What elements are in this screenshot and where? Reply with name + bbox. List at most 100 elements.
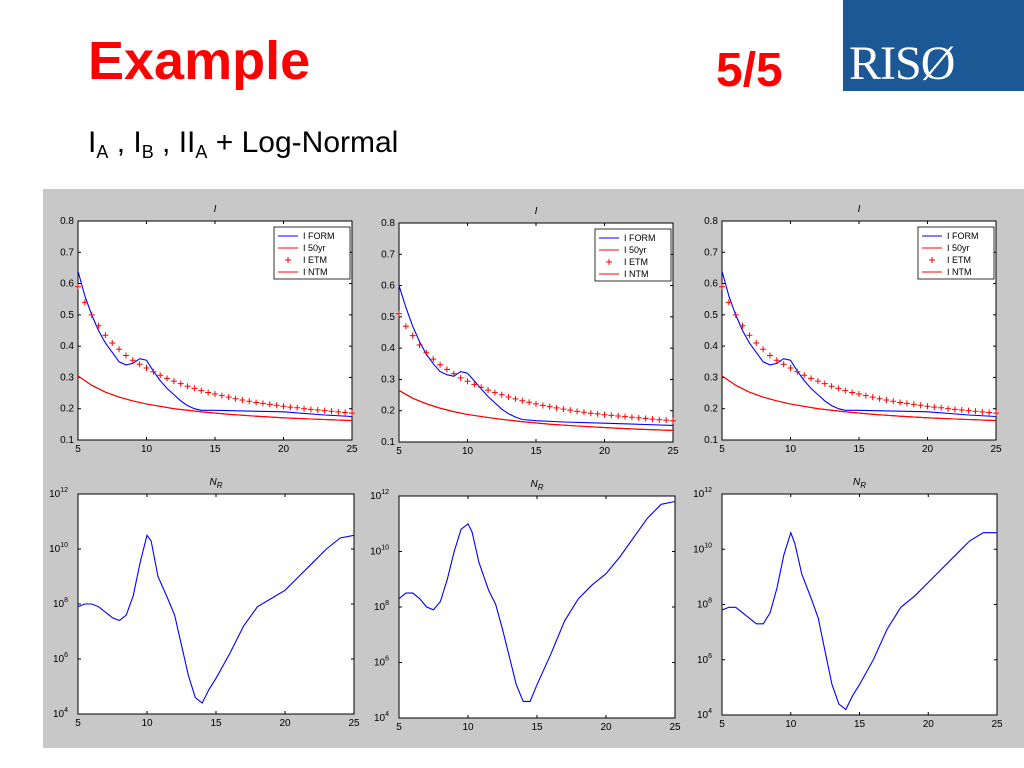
etm-marker [945, 405, 952, 412]
legend-marker [929, 257, 935, 263]
chart-title-sub: R [217, 481, 223, 490]
etm-marker [450, 370, 457, 377]
y-tick-exponent: 12 [60, 487, 68, 494]
plot-area [721, 493, 998, 716]
etm-marker [184, 383, 191, 390]
y-tick-label: 0.4 [704, 341, 718, 352]
etm-marker [574, 408, 581, 415]
etm-marker [938, 404, 945, 411]
etm-marker [136, 361, 143, 368]
etm-marker [725, 299, 732, 306]
etm-marker [972, 408, 979, 415]
legend-label: I NTM [303, 267, 328, 277]
y-tick-exponent: 10 [704, 542, 712, 549]
y-tick-exponent: 4 [708, 708, 712, 715]
subtitle-part: IA [88, 126, 109, 162]
etm-marker [883, 396, 890, 403]
y-tick-label: 1010 [49, 542, 68, 555]
y-tick-label: 0.3 [60, 372, 74, 383]
legend-marker [606, 259, 612, 265]
etm-marker [746, 332, 753, 339]
y-tick-label: 0.6 [704, 279, 718, 290]
legend-label: I FORM [303, 231, 335, 241]
etm-marker [876, 395, 883, 402]
legend-label: I 50yr [303, 243, 326, 253]
etm-marker [979, 408, 986, 415]
etm-marker [642, 415, 649, 422]
y-tick-label: 104 [374, 711, 389, 724]
etm-marker [239, 396, 246, 403]
etm-marker [553, 404, 560, 411]
y-tick-exponent: 10 [381, 545, 389, 552]
etm-marker [225, 394, 232, 401]
y-tick-exponent: 12 [381, 489, 389, 496]
chart-title: I [858, 204, 861, 215]
chart-title: I [535, 206, 538, 217]
y-tick-label: 0.7 [60, 247, 74, 258]
x-tick-label: 25 [346, 444, 358, 455]
etm-marker [129, 357, 136, 364]
etm-marker [349, 410, 355, 417]
y-tick-exponent: 6 [385, 656, 389, 663]
y-tick-label: 106 [697, 653, 712, 666]
x-tick-label: 10 [462, 722, 474, 733]
y-tick-label: 108 [53, 597, 68, 610]
y-tick-label: 0.6 [60, 279, 74, 290]
etm-marker [273, 402, 280, 409]
etm-marker [753, 340, 760, 347]
y-tick-label: 0.3 [704, 372, 718, 383]
y-tick-label: 1010 [693, 542, 712, 555]
chart-2: I 5 10 15 20 25 0.1 0.2 0.3 0.4 0.5 0.6 0.7 0.8 I FORM… [381, 206, 679, 457]
y-tick-label: 0.5 [60, 310, 74, 321]
etm-marker [409, 332, 416, 339]
etm-marker [656, 416, 663, 423]
y-tick-label: 0.3 [381, 374, 395, 385]
etm-marker [75, 283, 81, 290]
legend-label: I 50yr [624, 245, 647, 255]
y-tick-label: 0.2 [381, 406, 395, 417]
series-line [77, 375, 353, 422]
etm-marker [965, 407, 972, 414]
y-tick-exponent: 8 [708, 598, 712, 605]
x-tick-label: 10 [785, 444, 797, 455]
chart-title: NR [209, 477, 222, 490]
etm-marker [546, 403, 553, 410]
etm-marker [903, 400, 910, 407]
etm-marker [491, 389, 498, 396]
etm-marker [95, 322, 102, 329]
etm-marker [821, 380, 828, 387]
plot-area [77, 493, 355, 715]
etm-marker [628, 414, 635, 421]
etm-marker [246, 398, 253, 405]
y-tick-label: 104 [697, 708, 712, 721]
etm-marker [732, 311, 739, 318]
x-tick-label: 10 [141, 718, 153, 729]
y-tick-label: 0.6 [381, 281, 395, 292]
etm-marker [416, 342, 423, 349]
etm-marker [457, 374, 464, 381]
etm-marker [109, 340, 116, 347]
etm-marker [814, 378, 821, 385]
chart-title-sub: R [860, 481, 866, 490]
y-tick-label: 0.2 [704, 404, 718, 415]
subtitle-part: + Log-Normal [207, 126, 399, 159]
y-tick-label: 106 [53, 652, 68, 665]
etm-marker [478, 384, 485, 391]
etm-marker [443, 366, 450, 373]
etm-marker [81, 299, 88, 306]
series-line [398, 285, 674, 426]
etm-marker [649, 416, 656, 423]
etm-marker [986, 409, 993, 416]
etm-marker [402, 323, 409, 330]
etm-marker [116, 346, 123, 353]
x-tick-label: 10 [141, 444, 153, 455]
x-tick-label: 25 [990, 444, 1002, 455]
y-tick-label: 0.2 [60, 404, 74, 415]
x-tick-label: 25 [348, 718, 360, 729]
etm-marker [464, 378, 471, 385]
etm-marker [580, 409, 587, 416]
series-line [721, 270, 997, 418]
logo-text: RISØ [849, 37, 955, 90]
etm-marker [430, 356, 437, 363]
